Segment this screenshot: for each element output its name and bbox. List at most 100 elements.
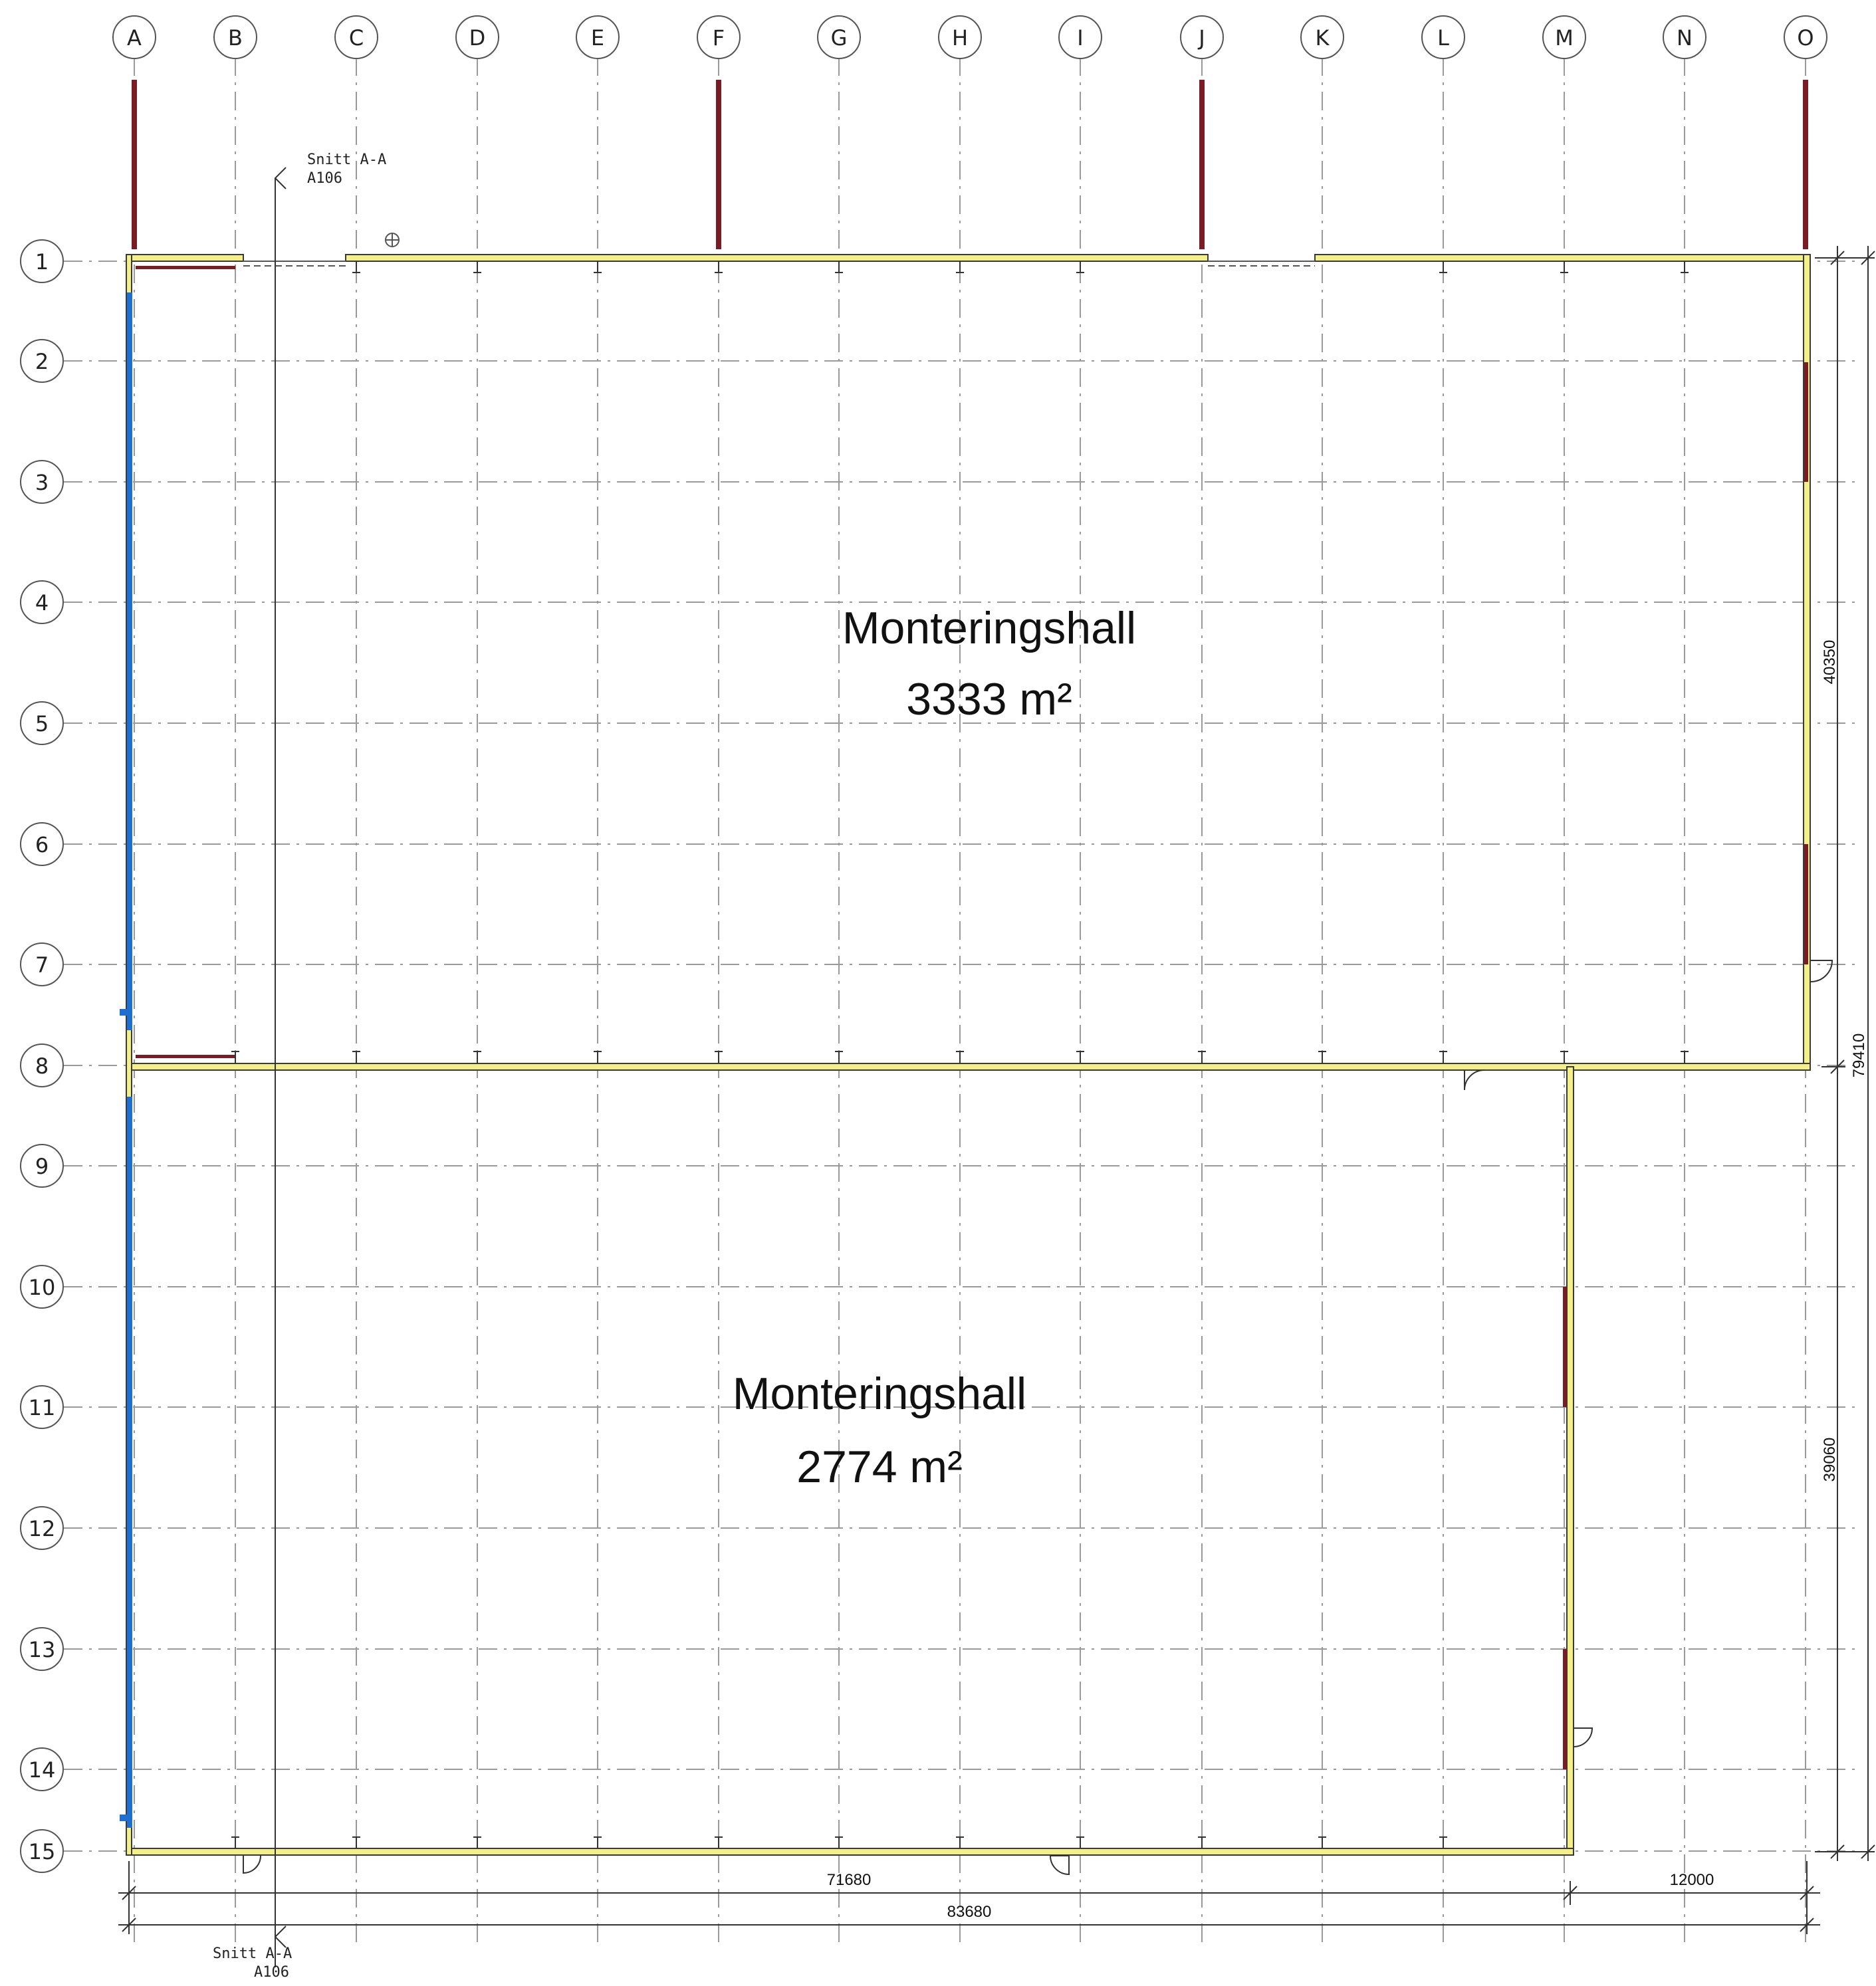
grid-label-K: K xyxy=(1316,25,1330,51)
grid-bubble-12 xyxy=(20,1506,64,1550)
grid-bubble-G xyxy=(817,15,861,59)
grid-bubble-F xyxy=(697,15,741,59)
grid-label-10: 10 xyxy=(29,1275,56,1300)
grid-label-H: H xyxy=(952,25,968,51)
grid-label-G: G xyxy=(831,25,848,51)
grid-bubble-2 xyxy=(20,339,64,383)
wall-top-segment xyxy=(1314,254,1811,262)
wall-bottom xyxy=(126,1848,1574,1856)
blue-facade xyxy=(120,292,132,1828)
canopy-column-A xyxy=(132,80,137,249)
door-swing xyxy=(1050,1855,1070,1876)
grid-bubble-K xyxy=(1300,15,1344,59)
grid-label-2: 2 xyxy=(35,349,49,374)
grid-label-1: 1 xyxy=(35,249,49,275)
grid-bubble-14 xyxy=(20,1747,64,1791)
grid-label-J: J xyxy=(1197,25,1205,51)
grid-label-13: 13 xyxy=(29,1637,56,1662)
section-label-bottom: Snitt A-A xyxy=(213,1945,292,1962)
room-area-upper: 3333 m² xyxy=(906,674,1072,724)
canopy-column-F xyxy=(716,80,721,249)
blue-facade-upper xyxy=(127,292,132,1030)
red-elements xyxy=(136,266,1808,1769)
utility-symbol xyxy=(385,233,400,247)
section-label-top: Snitt A-A xyxy=(307,152,386,168)
red-panel-right xyxy=(1804,844,1808,964)
grid-label-C: C xyxy=(349,25,364,51)
section-sheet-top: A106 xyxy=(307,170,342,187)
red-panel-right xyxy=(1563,1649,1567,1769)
grid-label-F: F xyxy=(713,25,725,51)
walls xyxy=(126,254,1811,1856)
dimension-lines-right xyxy=(1815,246,1875,1861)
dimension-right-upper: 40350 xyxy=(1821,640,1839,685)
grid-bubble-13 xyxy=(20,1627,64,1671)
grid-label-6: 6 xyxy=(35,832,49,857)
grid-bubble-O xyxy=(1784,15,1827,59)
dimension-bottom-inner: 71680 xyxy=(827,1871,872,1889)
blue-facade-tab xyxy=(120,1815,129,1821)
grid-label-4: 4 xyxy=(35,590,49,615)
grid-bubble-D xyxy=(455,15,499,59)
doors xyxy=(243,960,1833,1876)
grid-label-A: A xyxy=(127,25,142,51)
grid-label-14: 14 xyxy=(29,1757,56,1783)
grid-label-15: 15 xyxy=(29,1839,56,1864)
wall-middle xyxy=(130,1063,1811,1071)
room-name-lower: Monteringshall xyxy=(733,1369,1026,1419)
grid-label-D: D xyxy=(469,25,486,51)
door-swing xyxy=(1810,960,1833,982)
grid-bubble-C xyxy=(334,15,378,59)
grid-label-B: B xyxy=(228,25,243,51)
grid-label-N: N xyxy=(1677,25,1693,51)
overhead-doors xyxy=(243,261,1315,267)
canopy-column-O xyxy=(1803,80,1808,249)
red-beam-top xyxy=(136,266,235,269)
grid-bubble-6 xyxy=(20,822,64,866)
grid-bubble-15 xyxy=(20,1829,64,1873)
grid-bubble-N xyxy=(1663,15,1706,59)
dimension-bottom-right: 12000 xyxy=(1670,1871,1714,1889)
wall-top-segment xyxy=(345,254,1209,262)
grid-bubble-10 xyxy=(20,1265,64,1309)
dimension-lines-bottom xyxy=(118,1861,1820,1934)
row-bubbles xyxy=(20,239,64,1873)
wall-top-segment xyxy=(126,254,244,262)
grid-bubble-7 xyxy=(20,942,64,986)
section-arrow-top xyxy=(274,167,287,189)
grid-label-M: M xyxy=(1555,25,1574,51)
wall-right-lower xyxy=(1566,1066,1574,1856)
canopy-columns xyxy=(132,80,1808,249)
grid-label-9: 9 xyxy=(35,1154,49,1179)
red-panel-right xyxy=(1804,362,1808,482)
grid-bubble-5 xyxy=(20,701,64,745)
grid-bubble-3 xyxy=(20,460,64,504)
room-name-upper: Monteringshall xyxy=(842,603,1136,653)
grid-bubble-11 xyxy=(20,1385,64,1429)
grid-bubble-9 xyxy=(20,1144,64,1188)
grid-bubble-M xyxy=(1542,15,1586,59)
grid-bubble-L xyxy=(1421,15,1465,59)
grid-bubble-8 xyxy=(20,1044,64,1087)
grid-label-3: 3 xyxy=(35,470,49,495)
grid-label-11: 11 xyxy=(29,1395,56,1420)
grid-bubble-B xyxy=(213,15,257,59)
grid-label-8: 8 xyxy=(35,1053,49,1079)
door-swing xyxy=(243,1855,261,1874)
section-cut xyxy=(274,167,287,1967)
dimension-bottom-total: 83680 xyxy=(947,1903,992,1921)
column-labels: A B C D E F G H I J K L M N O xyxy=(127,25,1814,51)
grid-bubble-I xyxy=(1058,15,1102,59)
grid-label-7: 7 xyxy=(35,952,49,978)
grid-label-12: 12 xyxy=(29,1516,56,1541)
room-area-lower: 2774 m² xyxy=(796,1442,962,1492)
red-beam-middle xyxy=(136,1055,235,1058)
door-swing xyxy=(1573,1727,1593,1747)
grid-label-5: 5 xyxy=(35,711,49,736)
grid-bubble-H xyxy=(938,15,982,59)
blue-facade-lower xyxy=(127,1097,132,1828)
section-arrow-bottom xyxy=(274,1926,287,1948)
dimension-right-lower: 39060 xyxy=(1821,1438,1839,1482)
column-bubbles xyxy=(112,15,1827,59)
